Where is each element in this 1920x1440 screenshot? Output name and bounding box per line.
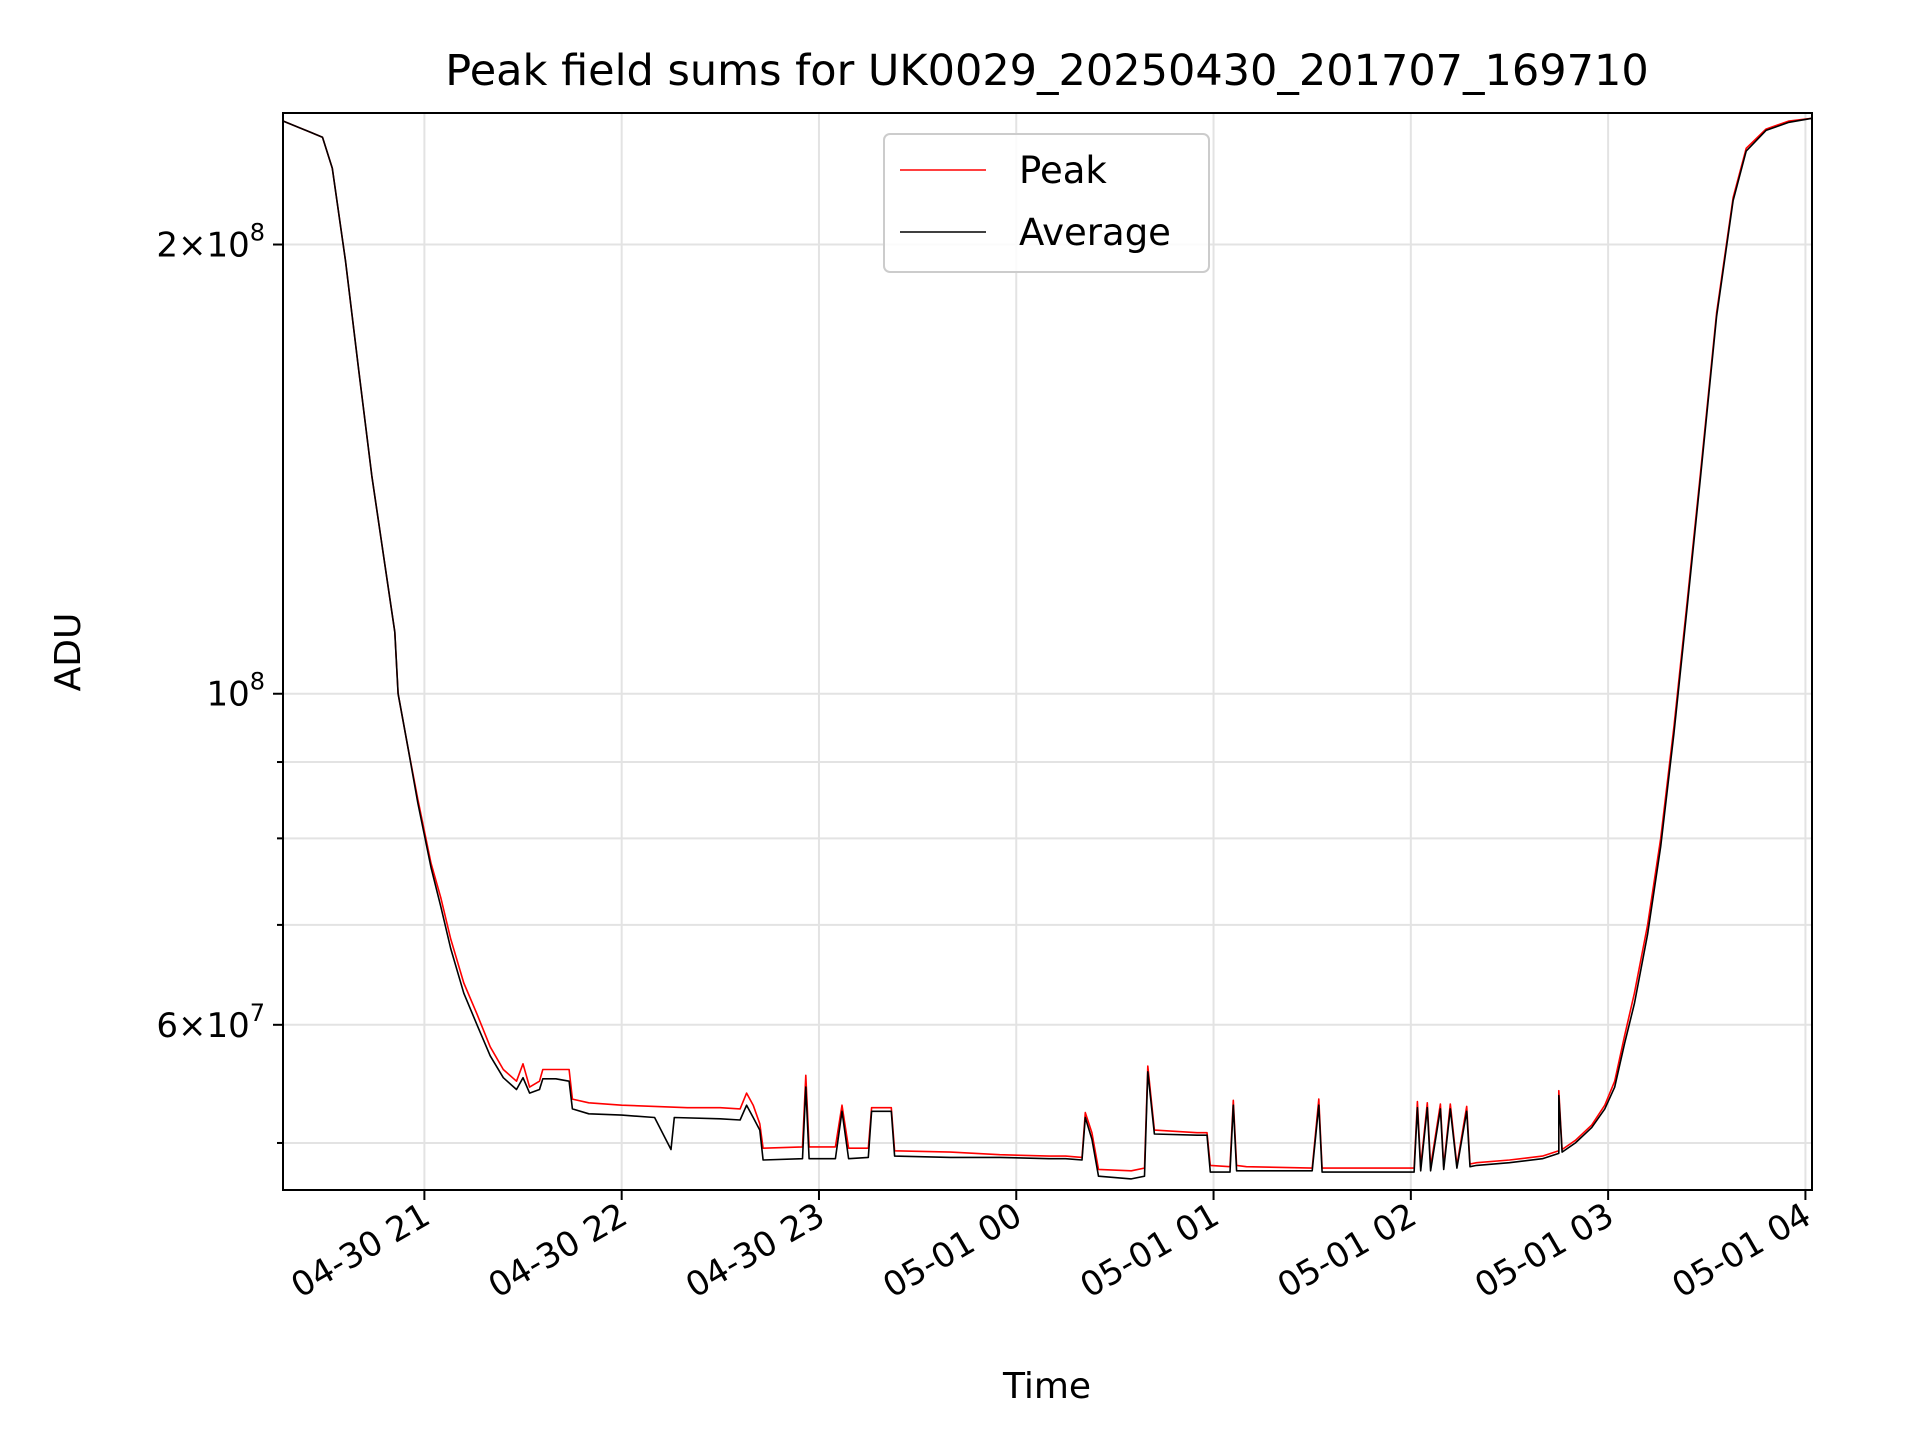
series-layer [282,117,1813,1180]
legend-label-average: Average [1019,211,1171,254]
x-axis-title: Time [1002,1366,1091,1407]
y-tick-label: 6×107 [156,999,265,1046]
legend: Peak Average [883,133,1210,273]
plot-frame [282,112,1813,1191]
y-axis-title: ADU [48,613,89,692]
series-line-average [282,117,1813,1180]
legend-label-peak: Peak [1019,149,1107,192]
legend-box [883,133,1210,273]
y-tick-label: 2×108 [156,219,265,266]
chart-title: Peak field sums for UK0029_20250430_2017… [445,46,1648,96]
